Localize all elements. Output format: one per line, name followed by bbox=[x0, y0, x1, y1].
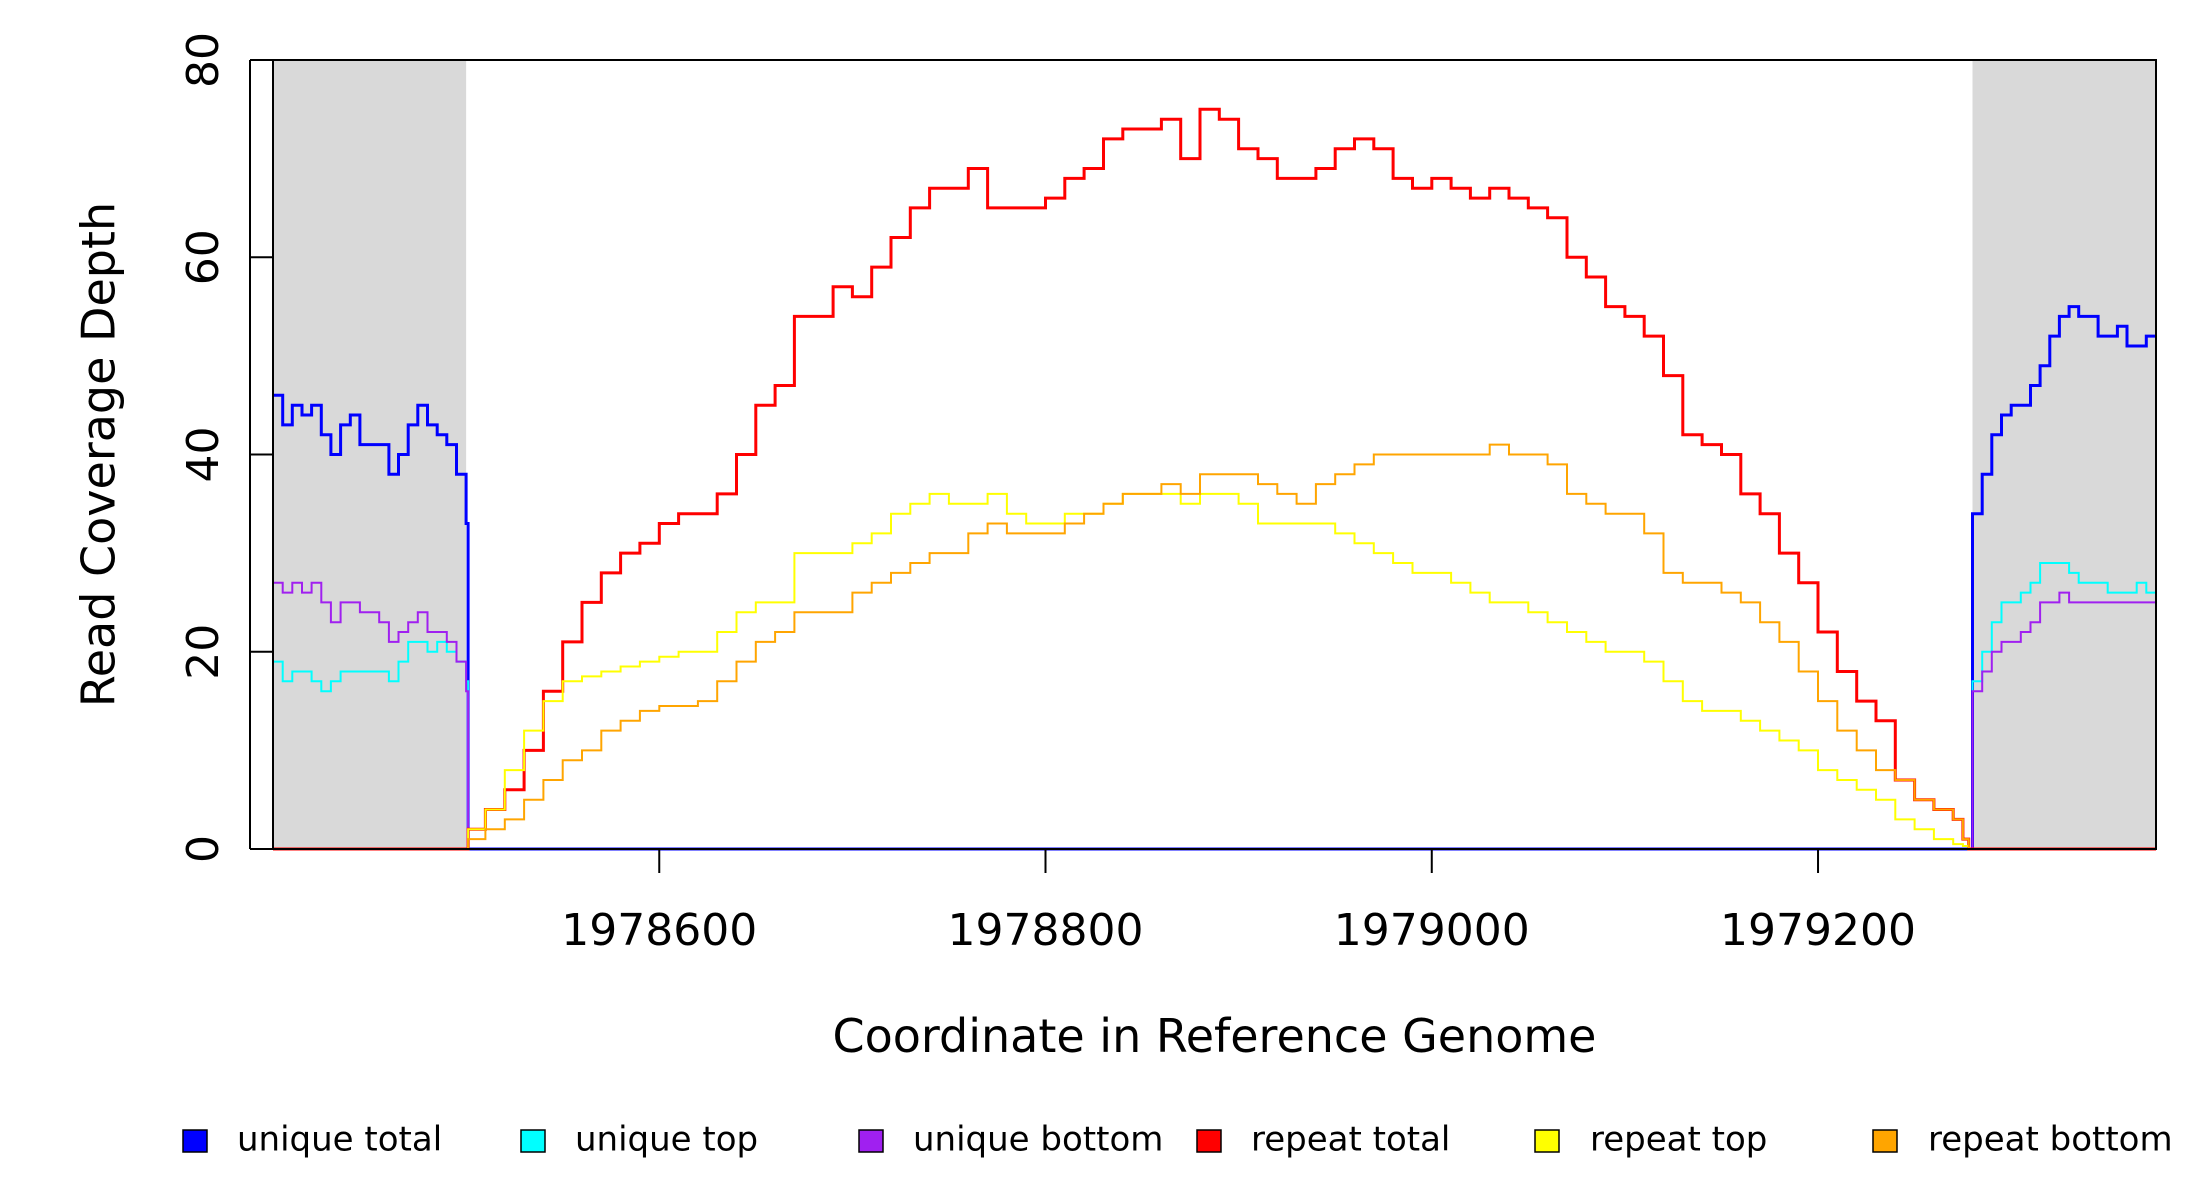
y-tick-label: 20 bbox=[178, 624, 229, 680]
legend-label-unique-total: unique total bbox=[237, 1120, 442, 1160]
series-layer bbox=[273, 107, 2157, 851]
legend-label-unique-bottom: unique bottom bbox=[913, 1120, 1163, 1160]
series-line-unique-total bbox=[273, 305, 2156, 851]
x-tick-label: 1978600 bbox=[561, 905, 757, 956]
x-tick-label: 1979000 bbox=[1334, 905, 1530, 956]
legend-label-repeat-bottom: repeat bottom bbox=[1928, 1120, 2173, 1160]
legend-swatch-unique-bottom bbox=[858, 1129, 884, 1153]
x-tick-label: 1979200 bbox=[1720, 905, 1916, 956]
y-tick-label: 60 bbox=[178, 229, 229, 285]
series-line-unique-top bbox=[273, 562, 2156, 850]
series-line-repeat-bottom bbox=[273, 443, 2156, 850]
legend-label-repeat-top: repeat top bbox=[1590, 1120, 1767, 1160]
series-line-unique-bottom bbox=[273, 581, 2157, 850]
series-line-repeat-top bbox=[273, 492, 2156, 850]
shaded-region-1 bbox=[273, 60, 467, 849]
legend-swatch-unique-top bbox=[520, 1129, 546, 1153]
legend-swatch-repeat-total bbox=[1196, 1129, 1222, 1153]
x-tick-label: 1978800 bbox=[948, 905, 1144, 956]
series-line-repeat-total bbox=[273, 107, 2156, 851]
x-axis-title: Coordinate in Reference Genome bbox=[833, 1009, 1597, 1063]
legend-swatch-unique-total bbox=[182, 1129, 208, 1153]
shaded-region-2 bbox=[1972, 60, 2156, 849]
legend-label-unique-top: unique top bbox=[575, 1120, 758, 1160]
plot-frame bbox=[272, 59, 2157, 850]
legend: unique total unique top unique bottom repea… bbox=[182, 1120, 2173, 1160]
y-tick-label: 0 bbox=[178, 835, 229, 863]
y-tick-label: 40 bbox=[178, 427, 229, 483]
y-axis-title: Read Coverage Depth bbox=[72, 202, 126, 707]
legend-swatch-repeat-top bbox=[1534, 1129, 1560, 1153]
y-tick-label: 80 bbox=[178, 32, 229, 88]
legend-swatch-repeat-bottom bbox=[1872, 1129, 1898, 1153]
axis-layer: 0 20 40 60 80 1978600 1978800 1979000 1979200 bbox=[178, 32, 1916, 956]
legend-label-repeat-total: repeat total bbox=[1251, 1120, 1450, 1160]
shaded-region-layer bbox=[273, 60, 2156, 849]
